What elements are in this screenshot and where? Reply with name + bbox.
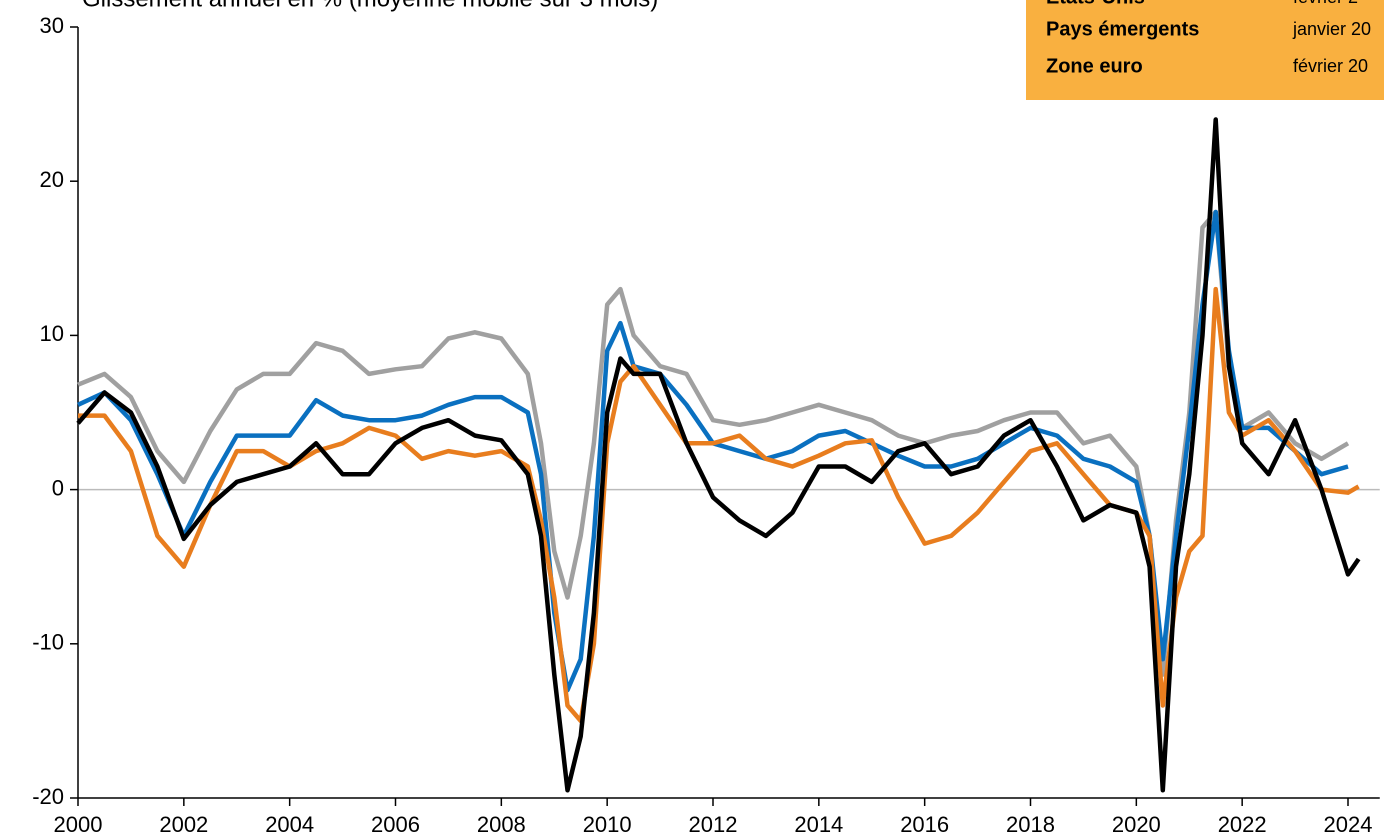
x-tick-label: 2024 [1324,812,1373,837]
y-tick-label: -10 [32,630,64,655]
x-tick-label: 2020 [1112,812,1161,837]
x-tick-label: 2014 [794,812,843,837]
x-tick-label: 2018 [1006,812,1055,837]
legend-date: janvier 20 [1292,19,1371,39]
x-tick-label: 2008 [477,812,526,837]
y-tick-label: 10 [40,321,64,346]
legend-date: février 2 [1293,0,1358,7]
legend-box [1026,0,1384,100]
x-tick-label: 2006 [371,812,420,837]
legend-label: Zone euro [1046,55,1143,77]
x-tick-label: 2016 [900,812,949,837]
y-tick-label: 20 [40,167,64,192]
legend-label: Etats-Unis [1046,0,1145,8]
x-tick-label: 2004 [265,812,314,837]
y-tick-label: -20 [32,784,64,809]
x-tick-label: 2010 [583,812,632,837]
x-tick-label: 2002 [159,812,208,837]
legend-label: Pays émergents [1046,18,1199,40]
x-tick-label: 2000 [54,812,103,837]
y-tick-label: 0 [52,475,64,500]
x-tick-label: 2022 [1218,812,1267,837]
series-line [76,117,1361,793]
y-tick-label: 30 [40,13,64,38]
series-line [78,286,1360,724]
chart-title: Glissement annuel en % (moyenne mobile s… [82,0,658,12]
x-tick-label: 2012 [689,812,738,837]
legend-date: février 20 [1293,56,1368,76]
